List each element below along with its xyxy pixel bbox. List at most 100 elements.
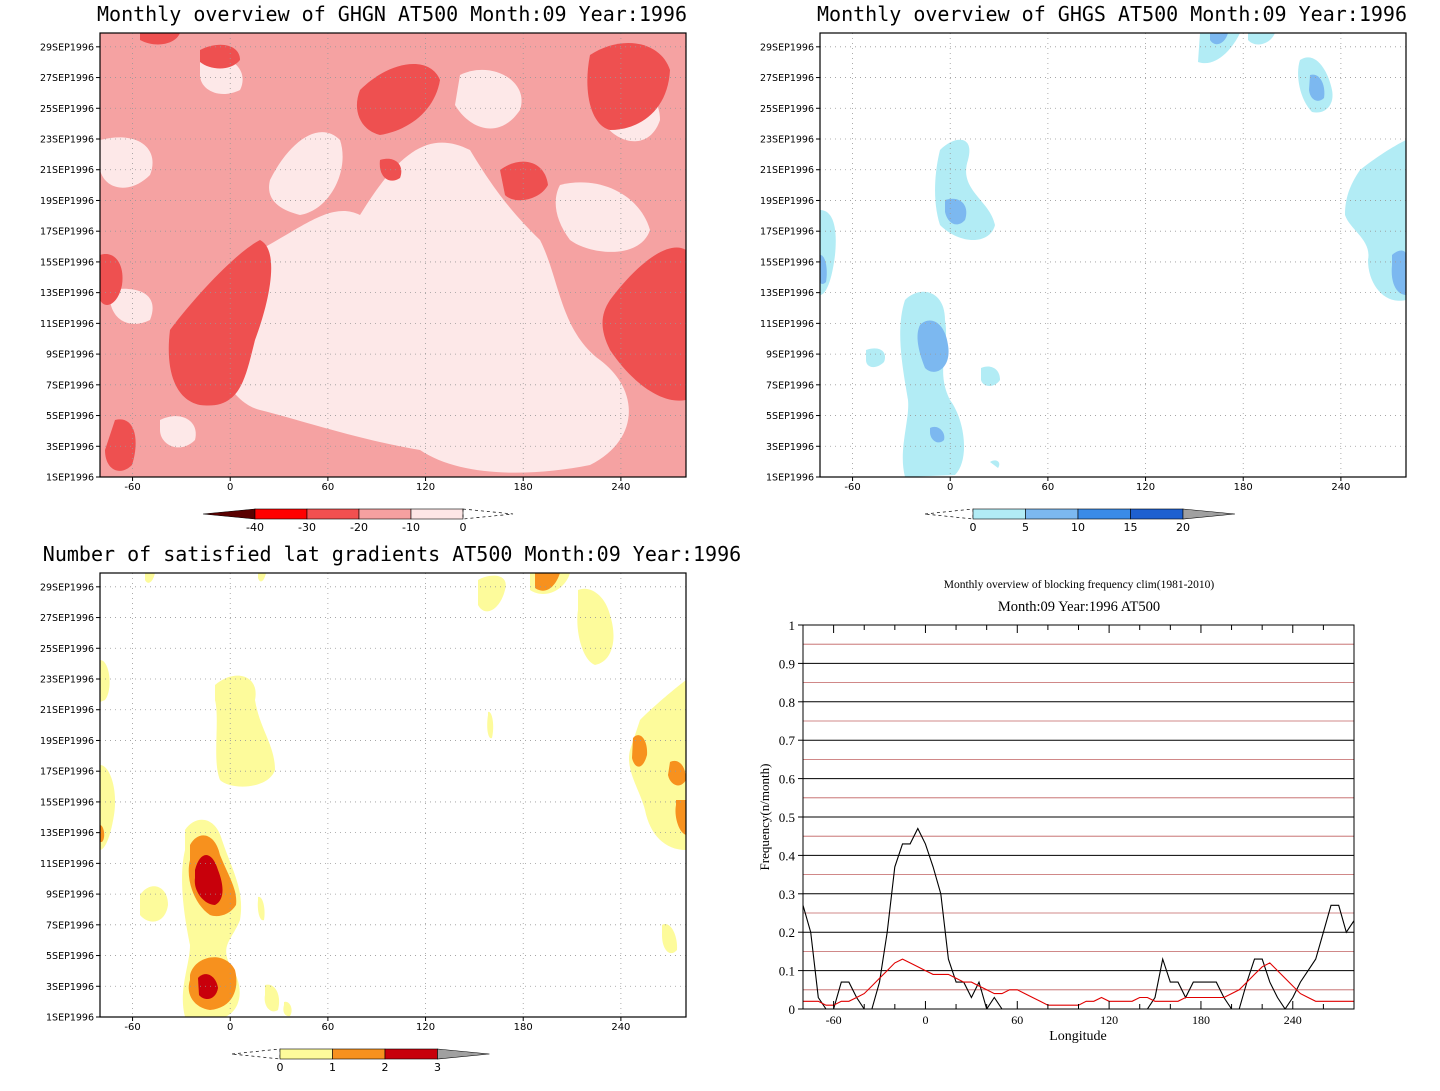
latgrad-title: Number of satisfied lat gradients AT500 … bbox=[43, 542, 741, 566]
ghgs-colorbar-label: 15 bbox=[1124, 521, 1138, 534]
latgrad-ytick-label: 21SEP1996 bbox=[40, 705, 94, 716]
ghgs-ytick-label: 25SEP1996 bbox=[760, 104, 814, 115]
blocking-xtick-label: -60 bbox=[826, 1013, 842, 1027]
ghgs-colorbar-label: 5 bbox=[1022, 521, 1029, 534]
blocking-ytick-label: 0.4 bbox=[779, 848, 796, 863]
blocking-xtick-label: 240 bbox=[1284, 1013, 1302, 1027]
blocking-ytick-label: 0.8 bbox=[779, 695, 795, 710]
ghgn-xtick-label: 60 bbox=[322, 482, 335, 493]
blocking-ytick-label: 0.7 bbox=[779, 733, 796, 748]
ghgn-colorbar-swatch bbox=[306, 508, 360, 520]
ghgn-ytick-label: 29SEP1996 bbox=[40, 42, 94, 53]
latgrad-ytick-label: 15SEP1996 bbox=[40, 797, 94, 808]
latgrad-xtick-label: 240 bbox=[611, 1022, 630, 1033]
latgrad-colorbar-label: 0 bbox=[277, 1061, 284, 1074]
latgrad-colorbar-left-open bbox=[231, 1048, 281, 1060]
ghgn-ytick-label: 21SEP1996 bbox=[40, 165, 94, 176]
ghgs-ytick-label: 17SEP1996 bbox=[760, 227, 814, 238]
latgrad-ytick-label: 19SEP1996 bbox=[40, 736, 94, 747]
ghgs-gridlines bbox=[820, 33, 1406, 477]
ghgs-colorbar-swatch bbox=[972, 508, 1026, 520]
latgrad-ytick-label: 5SEP1996 bbox=[46, 951, 94, 962]
latgrad-colorbar-swatch bbox=[279, 1048, 333, 1060]
latgrad-xtick-label: 60 bbox=[322, 1022, 335, 1033]
blocking-ytick-label: 0.6 bbox=[779, 772, 796, 787]
ghgs-field bbox=[820, 33, 1406, 477]
latgrad-colorbar-right-triangle bbox=[437, 1048, 490, 1060]
ghgn-ytick-label: 1SEP1996 bbox=[46, 473, 94, 484]
ghgs-ytick-label: 3SEP1996 bbox=[766, 442, 814, 453]
ghgs-xtick-label: 240 bbox=[1331, 482, 1350, 493]
ghgn-colorbar-swatch bbox=[358, 508, 412, 520]
blocking-ytick-label: 0.1 bbox=[779, 964, 795, 979]
ghgs-ytick-label: 9SEP1996 bbox=[766, 350, 814, 361]
blocking-xtick-label: 60 bbox=[1011, 1013, 1023, 1027]
ghgn-ytick-label: 25SEP1996 bbox=[40, 104, 94, 115]
ghgs-ytick-label: 11SEP1996 bbox=[760, 319, 814, 330]
latgrad-ytick-label: 3SEP1996 bbox=[46, 982, 94, 993]
ghgn-colorbar-right-open bbox=[462, 508, 514, 520]
ghgs-xtick-label: 120 bbox=[1136, 482, 1155, 493]
ghgn-y-ticks: 1SEP1996 3SEP1996 5SEP1996 7SEP1996 9SEP1996… bbox=[40, 42, 100, 484]
latgrad-ytick-label: 13SEP1996 bbox=[40, 828, 94, 839]
ghgn-xtick-label: 180 bbox=[514, 482, 533, 493]
latgrad-ytick-label: 1SEP1996 bbox=[46, 1013, 94, 1024]
ghgn-xtick-label: 0 bbox=[227, 482, 233, 493]
blocking-x-ticks: -60 0 60 120 180 240 bbox=[802, 625, 1355, 1027]
ghgs-ytick-label: 21SEP1996 bbox=[760, 165, 814, 176]
blocking-ytick-label: 0.3 bbox=[779, 887, 795, 902]
latgrad-colorbar: 0 1 2 3 bbox=[231, 1048, 490, 1074]
ghgs-colorbar-swatch bbox=[1130, 508, 1184, 520]
ghgs-mid-contours bbox=[820, 33, 1406, 443]
blocking-climatology-line bbox=[803, 958, 1354, 1006]
latgrad-ytick-label: 27SEP1996 bbox=[40, 613, 94, 624]
ghgn-ytick-label: 17SEP1996 bbox=[40, 227, 94, 238]
ghgs-ytick-label: 13SEP1996 bbox=[760, 288, 814, 299]
ghgs-ytick-label: 15SEP1996 bbox=[760, 257, 814, 268]
ghgs-colorbar-label: 10 bbox=[1071, 521, 1085, 534]
ghgs-colorbar-swatch bbox=[1077, 508, 1131, 520]
ghgs-colorbar-swatch bbox=[1025, 508, 1079, 520]
ghgn-gridlines bbox=[100, 33, 686, 477]
blocking-xtick-label: 0 bbox=[922, 1013, 928, 1027]
ghgn-ytick-label: 23SEP1996 bbox=[40, 135, 94, 146]
ghgn-xtick-label: 240 bbox=[611, 482, 630, 493]
latgrad-ytick-label: 11SEP1996 bbox=[40, 859, 94, 870]
latgrad-xtick-label: -60 bbox=[124, 1022, 140, 1033]
ghgn-colorbar: -40 -30 -20 -10 0 bbox=[202, 508, 514, 534]
latgrad-colorbar-label: 3 bbox=[434, 1061, 441, 1074]
latgrad-field bbox=[100, 573, 686, 1017]
panel-ghgn: Monthly overview of GHGN AT500 Month:09 … bbox=[40, 2, 687, 534]
blocking-ytick-label: 0.5 bbox=[779, 810, 795, 825]
blocking-ytick-label: 0.2 bbox=[779, 925, 795, 940]
blocking-subtitle: Month:09 Year:1996 AT500 bbox=[998, 599, 1160, 615]
blocking-ytick-label: 0 bbox=[789, 1002, 796, 1017]
ghgs-ytick-label: 23SEP1996 bbox=[760, 135, 814, 146]
ghgn-colorbar-swatch bbox=[254, 508, 308, 520]
ghgn-ytick-label: 27SEP1996 bbox=[40, 73, 94, 84]
ghgn-ytick-label: 5SEP1996 bbox=[46, 411, 94, 422]
ghgn-xtick-label: -60 bbox=[124, 482, 140, 493]
latgrad-ytick-label: 7SEP1996 bbox=[46, 920, 94, 931]
panel-ghgs: Monthly overview of GHGS AT500 Month:09 … bbox=[760, 2, 1407, 534]
latgrad-level-3 bbox=[194, 855, 223, 1000]
panel-blocking-frequency: Monthly overview of blocking frequency c… bbox=[757, 579, 1355, 1044]
blocking-grid bbox=[803, 643, 1354, 991]
ghgn-colorbar-swatch bbox=[410, 508, 464, 520]
latgrad-gridlines bbox=[100, 573, 686, 1017]
blocking-ytick-label: 0.9 bbox=[779, 656, 795, 671]
latgrad-frame bbox=[99, 572, 687, 1018]
ghgn-colorbar-label: 0 bbox=[460, 521, 467, 534]
ghgn-xtick-label: 120 bbox=[416, 482, 435, 493]
ghgs-xtick-label: 180 bbox=[1234, 482, 1253, 493]
ghgs-title: Monthly overview of GHGS AT500 Month:09 … bbox=[817, 2, 1407, 26]
blocking-ylabel: Frequency(n/month) bbox=[757, 764, 772, 871]
ghgn-frame bbox=[99, 32, 687, 478]
ghgn-colorbar-label: -20 bbox=[350, 521, 368, 534]
ghgs-ytick-label: 1SEP1996 bbox=[766, 473, 814, 484]
ghgs-ytick-label: 19SEP1996 bbox=[760, 196, 814, 207]
blocking-xtick-label: 180 bbox=[1192, 1013, 1210, 1027]
ghgn-colorbar-label: -40 bbox=[246, 521, 264, 534]
ghgn-x-ticks: -60 0 60 120 180 240 bbox=[124, 477, 630, 493]
